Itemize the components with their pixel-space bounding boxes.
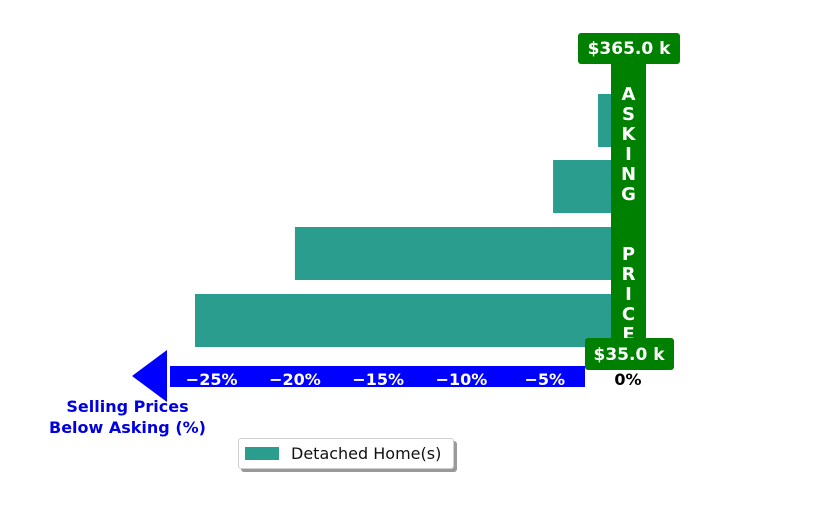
bars-group [195,94,628,347]
x-axis-arrow-shaft [170,366,585,387]
top-price-label: $365.0 k [588,39,672,59]
legend-label: Detached Home(s) [291,444,442,463]
x-tick-label: −25% [186,370,238,389]
x-ticks-group: −25% −20% −15% −10% −5% 0% [186,370,642,389]
legend: Detached Home(s) [238,438,454,469]
top-price-box [578,33,680,64]
bottom-price-label: $35.0 k [594,345,666,365]
bar-1 [195,294,628,347]
x-axis-arrow-head [132,350,167,402]
x-tick-label: −20% [269,370,321,389]
x-axis-label: Selling Prices Below Asking (%) [49,397,206,437]
x-axis-arrow [132,350,585,402]
x-tick-label: −5% [524,370,565,389]
x-tick-label: 0% [614,370,641,389]
bar-2 [294,227,628,280]
bottom-price-box [585,338,674,370]
x-tick-label: −15% [352,370,404,389]
legend-swatch [245,447,279,460]
asking-price-column [611,60,646,345]
x-tick-label: −10% [436,370,488,389]
